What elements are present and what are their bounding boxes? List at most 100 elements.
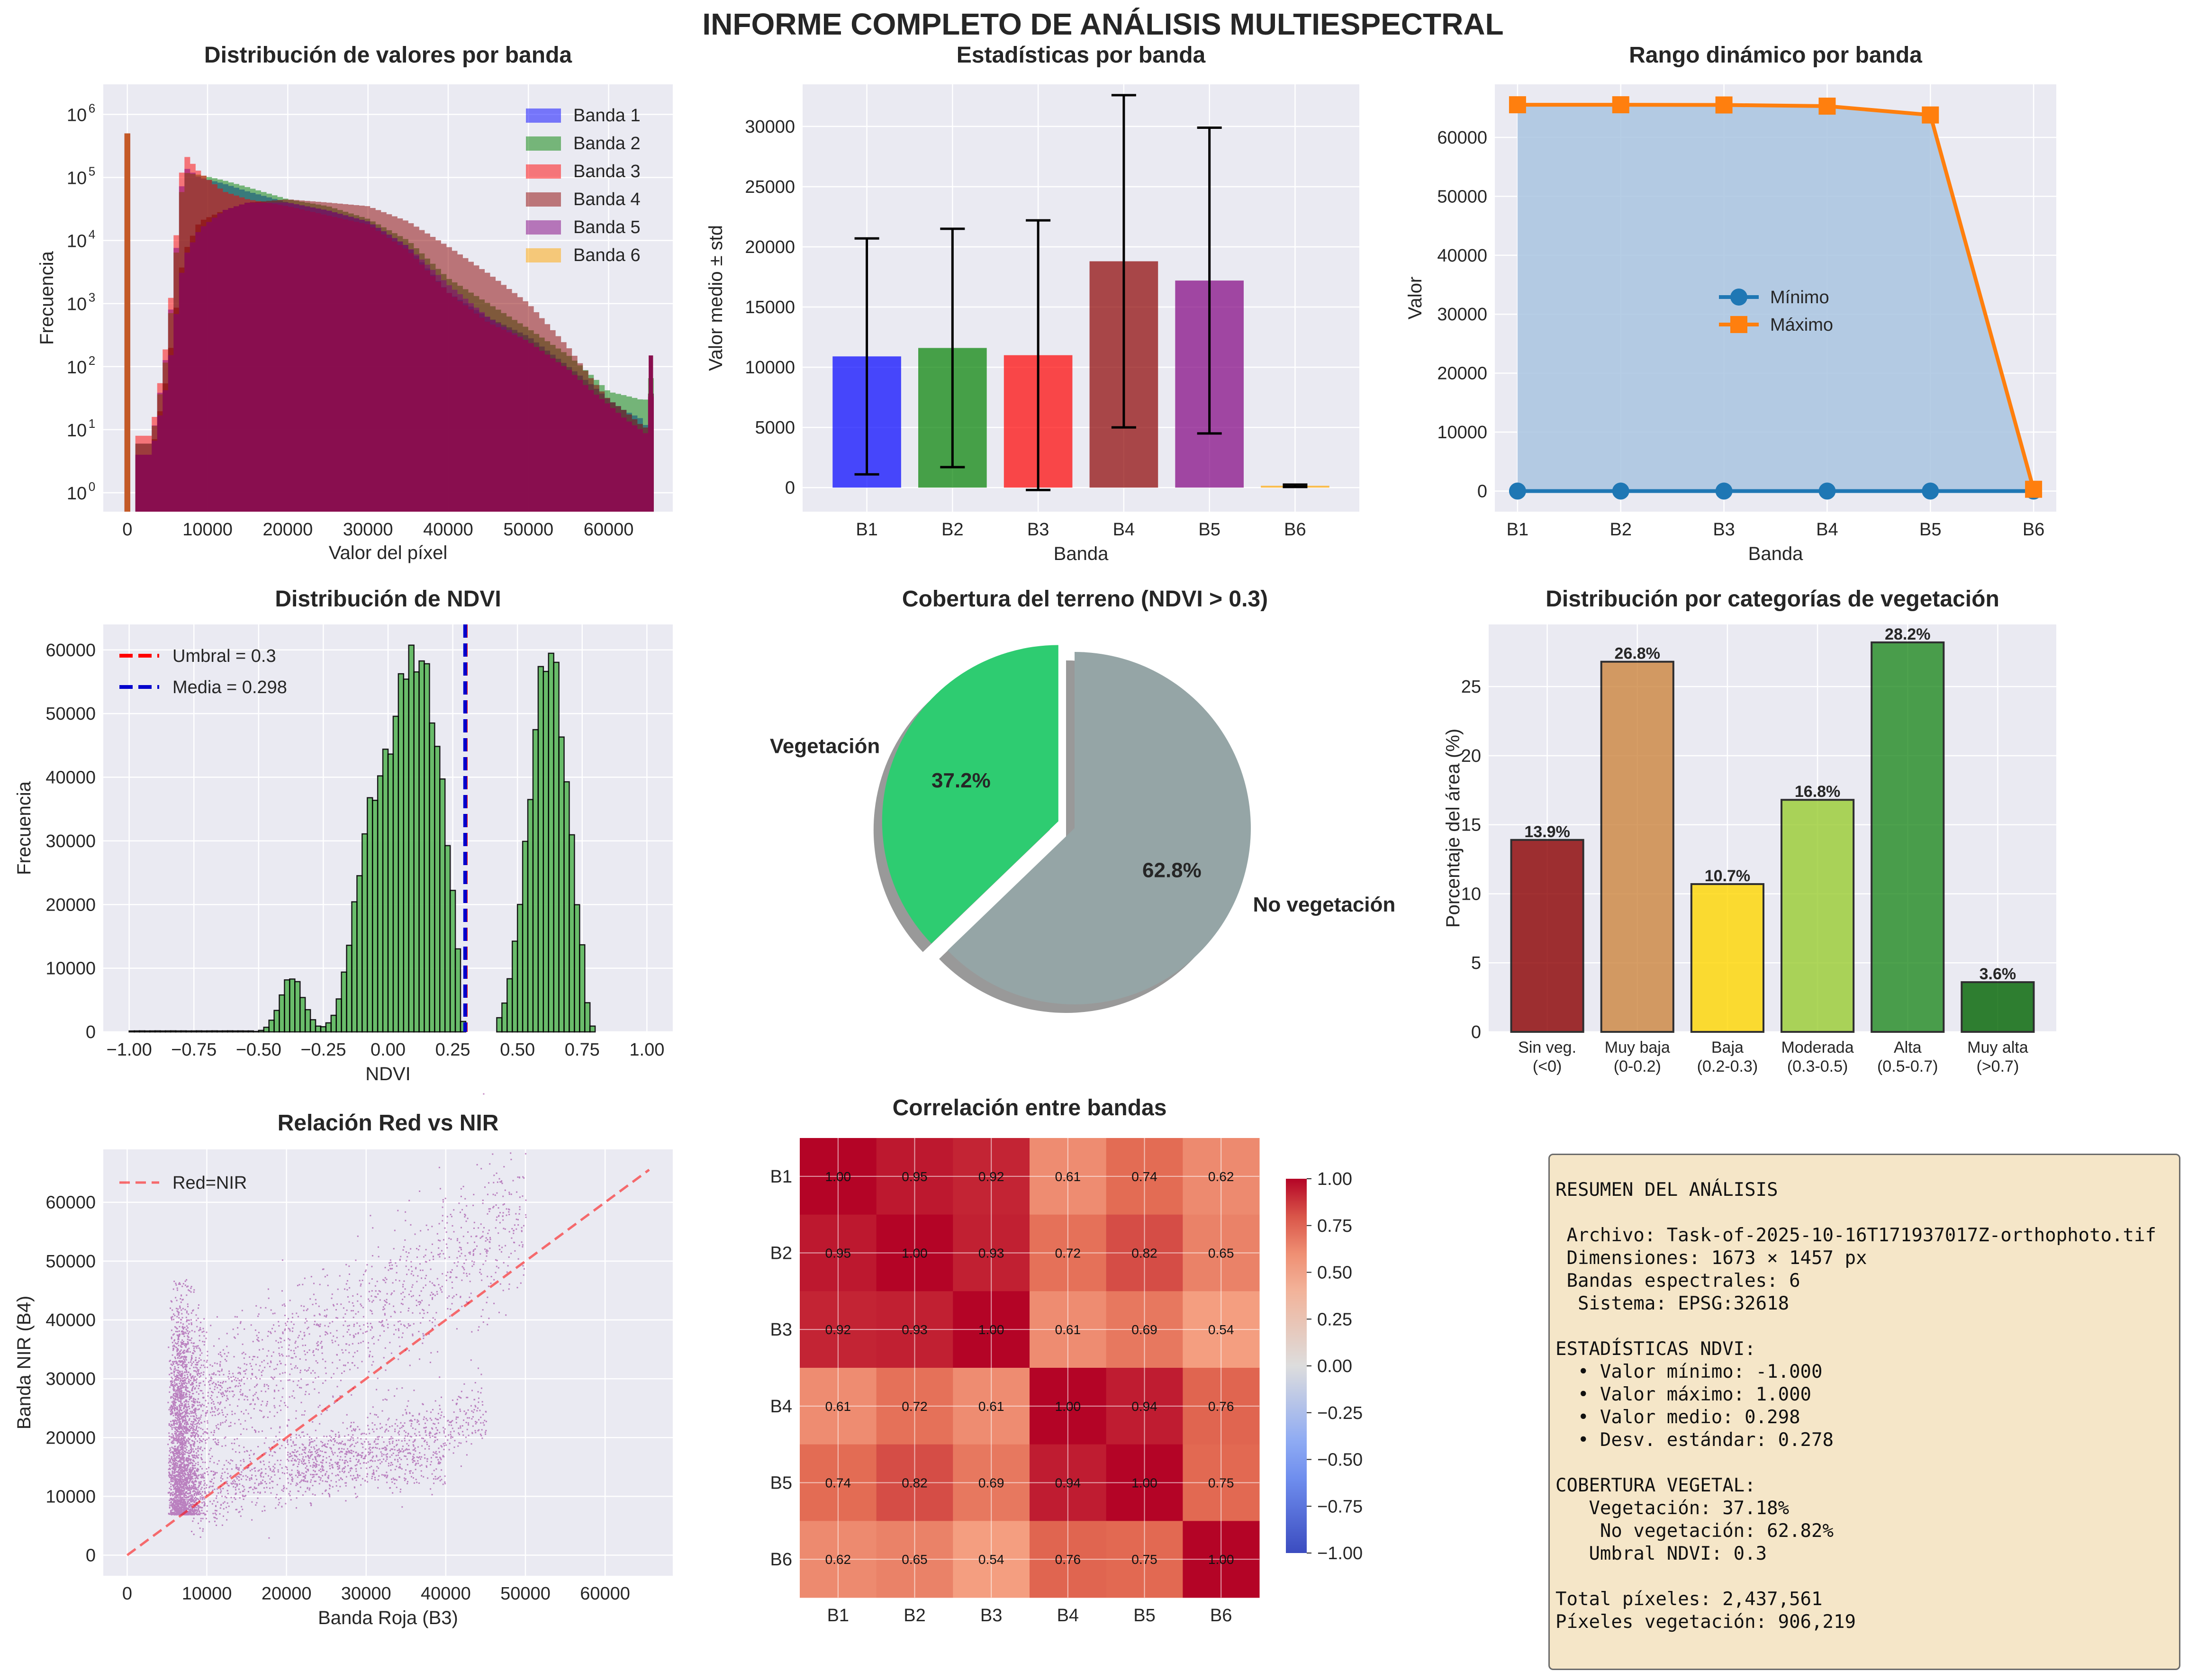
histogram-bar [217,1030,223,1033]
legend-label: Banda 1 [573,106,641,126]
y-tick-label: 10 [67,484,87,504]
pie-label: Vegetación [770,734,880,758]
histogram-bar [553,661,560,1033]
pie-label: No vegetación [1253,893,1396,916]
histogram-bar [449,890,456,1033]
histogram-bar [419,259,425,512]
y-tick-label: 20000 [745,237,795,257]
summary-line: • Valor mínimo: -1.000 [1555,1361,1823,1382]
heatmap-cell-value: 0.72 [1055,1246,1081,1261]
histogram-bar [496,1017,503,1033]
summary-line: Umbral NDVI: 0.3 [1555,1543,1767,1564]
heatmap-cell-value: 0.75 [1208,1476,1234,1490]
x-tick-label: Baja [1711,1039,1744,1057]
histogram-bar [343,215,349,512]
histogram-bar [626,421,632,512]
histogram-bar [528,343,534,512]
y-tick-label: 40000 [45,768,96,788]
x-tick-label: Alta [1894,1039,1922,1057]
legend-swatch [526,248,561,262]
min-marker [1509,482,1526,500]
histogram-bar [391,238,398,512]
x-tick-label: 20000 [263,520,313,540]
max-marker [1509,96,1526,114]
histogram-bar [273,1010,280,1033]
histogram-bar [149,1030,156,1033]
y-tick-label: 10000 [1437,423,1487,443]
min-marker [1612,482,1629,500]
histogram-bar [364,221,371,512]
histogram-bar [563,781,570,1033]
max-marker [1715,96,1733,114]
x-tick-label: 40000 [423,520,473,540]
y-tick-label: 0 [1477,481,1487,501]
bar-value-label: 28.2% [1885,625,1930,643]
histogram-bar [279,994,285,1033]
histogram-bar [289,978,296,1033]
histogram-bar [141,454,147,512]
y-axis-label: Frecuencia [14,781,35,875]
x-tick-label: 0 [122,1584,132,1604]
histogram-bar [429,722,435,1033]
histogram-bar [413,671,420,1033]
histogram-bar [527,799,534,1033]
heatmap-cell-value: 1.00 [1055,1399,1081,1414]
chart-title: Correlación entre bandas [893,1095,1167,1120]
histogram-bar [621,417,627,512]
histogram-bar [490,320,496,512]
histogram-bar [517,336,523,512]
x-tick-label: Sin veg. [1518,1039,1576,1057]
y-tick-exponent: 5 [89,164,95,179]
histogram-bar [288,203,294,512]
x-tick-label: B6 [2023,520,2044,540]
histogram-bar [232,1030,239,1033]
x-tick-label: (>0.7) [1977,1057,2019,1075]
reference-line [126,1169,650,1556]
y-tick-label: 30000 [45,1369,96,1389]
legend-swatch [526,192,561,207]
histogram-bar [539,351,545,512]
histogram-bar [206,222,212,512]
summary-line: Archivo: Task-of-2025-10-16T171937017Z-o… [1555,1225,2156,1246]
histogram-bar [348,217,354,512]
histogram-bar [398,673,405,1033]
histogram-bar [170,1030,177,1033]
histogram-bar [579,944,586,1033]
histogram-bar [277,202,283,512]
histogram-bar [346,944,353,1033]
histogram-bar [435,275,441,512]
heatmap-cell-value: 1.00 [1131,1476,1157,1490]
y-tick-label: 50000 [45,1252,96,1272]
summary-line: Total píxeles: 2,437,561 [1555,1589,1823,1610]
y-tick-label: 0 [86,1022,96,1042]
y-tick-label: 15000 [745,298,795,317]
histogram-bar [139,1030,145,1033]
summary-line: COBERTURA VEGETAL: [1555,1475,1756,1496]
category-bar [1510,839,1584,1033]
histogram-bar [222,209,228,512]
heatmap-cell-value: 0.74 [825,1476,851,1490]
histogram-bar [452,289,458,512]
histogram-bar [237,1030,244,1033]
x-tick-label: B3 [980,1606,1002,1626]
histogram-bar [310,207,316,512]
y-tick-label: 40000 [1437,246,1487,266]
y-tick-label: B3 [770,1320,792,1340]
y-tick-label: 10 [67,105,87,125]
colorbar-tick-label: −0.25 [1317,1403,1363,1423]
legend-swatch [526,164,561,179]
heatmap-cell-value: 0.62 [825,1552,851,1567]
heatmap-cell-value: 0.61 [978,1399,1004,1414]
histogram-bar [356,875,363,1033]
y-axis-label: Frecuencia [36,251,57,345]
summary-line: RESUMEN DEL ANÁLISIS [1555,1179,1778,1201]
x-tick-label: B2 [1610,520,1632,540]
y-tick-label: 50000 [45,704,96,724]
histogram-bar [190,242,196,512]
histogram-bar [258,1030,264,1033]
chart-title: Estadísticas por banda [957,43,1206,68]
y-tick-label: B5 [770,1473,792,1493]
y-tick-label: 10 [67,232,87,252]
max-marker [1922,106,1939,124]
